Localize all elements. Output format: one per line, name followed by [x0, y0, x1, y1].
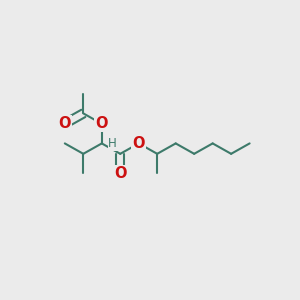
Text: H: H	[108, 137, 117, 150]
Text: O: O	[95, 116, 108, 131]
Text: O: O	[114, 166, 127, 181]
Text: O: O	[58, 116, 71, 131]
Text: O: O	[133, 136, 145, 151]
